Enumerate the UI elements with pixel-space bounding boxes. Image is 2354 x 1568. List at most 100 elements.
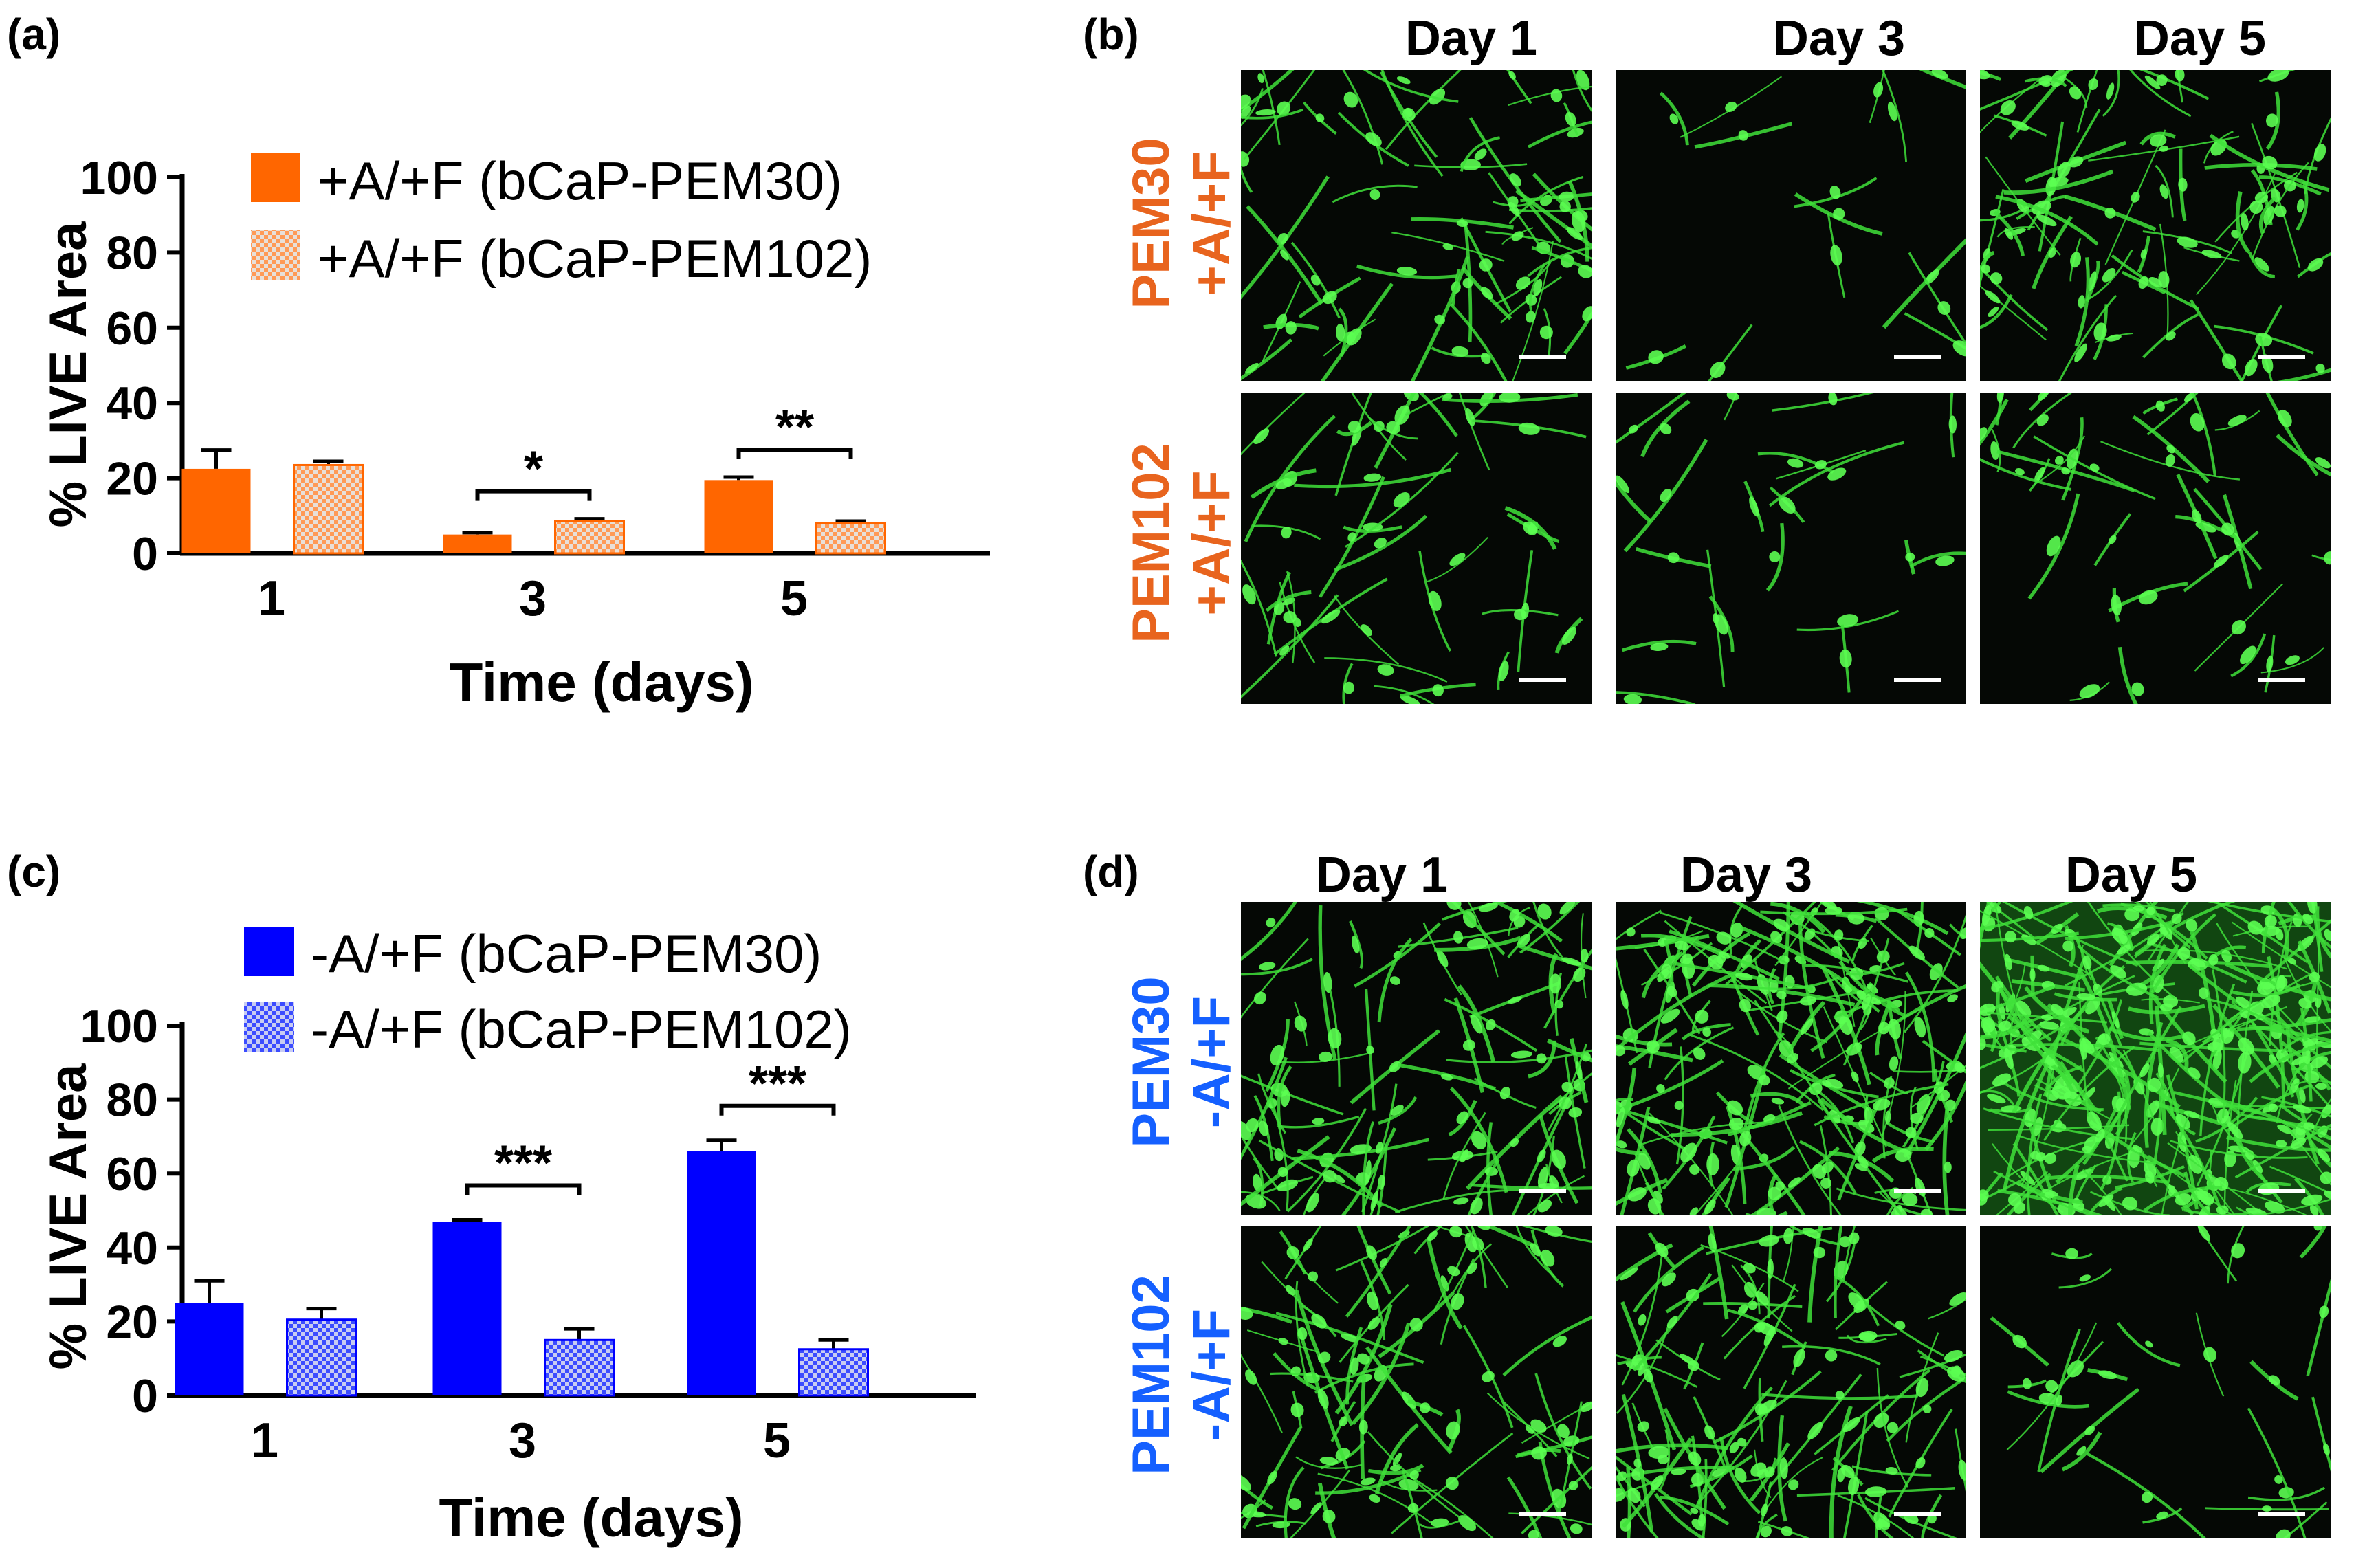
- cell-cluster: [1241, 393, 1587, 704]
- y-tick-label: 80: [106, 1074, 158, 1127]
- panel-label-c: (c): [7, 847, 60, 896]
- scale-bar: [1519, 1512, 1566, 1516]
- row-label-pem30: PEM30 +A/+F: [1122, 137, 1241, 309]
- y-tick-label: 20: [106, 453, 158, 505]
- y-tick-label: 80: [106, 227, 158, 279]
- scale-bar: [1519, 355, 1566, 359]
- y-tick-label: 60: [106, 1148, 158, 1200]
- scale-bar: [2258, 1512, 2305, 1516]
- micrograph-tile: [1241, 902, 1592, 1215]
- row-label-line1: PEM30: [1122, 976, 1180, 1147]
- bar: [687, 1151, 756, 1395]
- scale-bar: [1894, 678, 1941, 682]
- scale-bar: [1894, 1512, 1941, 1516]
- x-tick-label: 3: [509, 1413, 536, 1468]
- scale-bar: [2258, 1189, 2305, 1193]
- cell-cluster: [1980, 393, 2331, 704]
- significance-bracket: [719, 1103, 836, 1116]
- row-label-line1: PEM102: [1122, 443, 1180, 643]
- y-tick-label: 100: [80, 152, 158, 204]
- row-label-line2: -A/+F: [1182, 996, 1241, 1128]
- significance-bracket: [465, 1183, 582, 1195]
- panel-label-d: (d): [1083, 847, 1139, 896]
- x-tick-label: 5: [763, 1413, 791, 1468]
- scale-bar: [2258, 355, 2305, 359]
- row-label-pem102: PEM102 +A/+F: [1122, 443, 1241, 643]
- cell-cluster: [1241, 902, 1592, 1215]
- legend-label-pem102: -A/+F (bCaP-PEM102): [311, 999, 852, 1059]
- panel-label-b: (b): [1083, 10, 1139, 59]
- significance-bracket: [475, 489, 592, 501]
- scale-bar: [1894, 355, 1941, 359]
- bar: [554, 520, 625, 555]
- micrograph-grid-d: Day 1 Day 3 Day 5 PEM30 -A/+F PEM102 -A/…: [1122, 848, 2331, 1538]
- x-axis-label: Time (days): [449, 652, 754, 713]
- column-header-day3: Day 3: [1680, 848, 1812, 903]
- micrograph-tile: [1616, 1226, 1966, 1538]
- legend-swatch-pem102: [244, 1002, 294, 1052]
- cell-cluster: [1616, 902, 1966, 1215]
- bar: [815, 522, 886, 555]
- row-label-pem102: PEM102 -A/+F: [1122, 1274, 1241, 1475]
- bar-chart-a: % LIVE Area Time (days) +A/+F (bCaP-PEM3…: [39, 151, 990, 713]
- bar: [175, 1303, 244, 1395]
- bar: [544, 1338, 615, 1397]
- panel-label-a: (a): [7, 10, 60, 59]
- significance-label: **: [776, 400, 814, 455]
- legend-label-pem102: +A/+F (bCaP-PEM102): [318, 228, 872, 289]
- row-label-line1: PEM102: [1122, 1274, 1180, 1475]
- bar: [443, 534, 512, 553]
- legend: +A/+F (bCaP-PEM30) +A/+F (bCaP-PEM102): [251, 151, 872, 289]
- cell-cluster: [1241, 1226, 1592, 1538]
- cell-cluster: [1616, 393, 1966, 704]
- micrograph-tile: [1616, 393, 1966, 704]
- micrograph-tile: [1980, 1226, 2331, 1538]
- legend: -A/+F (bCaP-PEM30) -A/+F (bCaP-PEM102): [244, 923, 852, 1059]
- bar: [182, 468, 251, 553]
- cell-cluster: [1616, 1226, 1966, 1538]
- y-tick-label: 40: [106, 1222, 158, 1274]
- row-label-line2: +A/+F: [1182, 151, 1241, 296]
- significance-label: ***: [494, 1136, 552, 1191]
- column-header-day1: Day 1: [1405, 11, 1537, 66]
- scale-bar: [2258, 678, 2305, 682]
- row-label-line2: -A/+F: [1182, 1309, 1241, 1441]
- y-tick-label: 60: [106, 302, 158, 355]
- bar: [293, 463, 364, 555]
- micrograph-grid-b: Day 1 Day 3 Day 5 PEM30 +A/+F PEM102 +A/…: [1122, 11, 2331, 704]
- y-tick-label: 100: [80, 1000, 158, 1052]
- x-tick-label: 3: [519, 571, 547, 626]
- bar: [432, 1222, 502, 1395]
- row-label-line2: +A/+F: [1182, 470, 1241, 615]
- column-header-day3: Day 3: [1773, 11, 1905, 66]
- legend-label-pem30: -A/+F (bCaP-PEM30): [311, 923, 822, 984]
- y-tick-label: 20: [106, 1296, 158, 1348]
- micrograph-tile: [1241, 393, 1592, 704]
- micrograph-tile: [1980, 902, 2331, 1215]
- micrograph-tile: [1616, 70, 1966, 381]
- column-header-day5: Day 5: [2134, 11, 2266, 66]
- y-tick-label: 0: [132, 528, 158, 580]
- bar: [286, 1318, 357, 1397]
- micrograph-tile: [1241, 1226, 1592, 1538]
- bar-chart-c: % LIVE Area Time (days) -A/+F (bCaP-PEM3…: [39, 923, 976, 1548]
- significance-label: *: [524, 442, 543, 497]
- legend-swatch-pem30: [244, 927, 294, 976]
- cell-cluster: [1980, 902, 2331, 1215]
- micrograph-tile: [1241, 70, 1592, 381]
- bar: [704, 480, 773, 553]
- micrograph-tile: [1616, 902, 1966, 1215]
- legend-swatch-pem30: [251, 153, 300, 202]
- cell-cluster: [1241, 70, 1592, 381]
- scale-bar: [1519, 1189, 1566, 1193]
- cell-cluster: [1625, 70, 1966, 381]
- scale-bar: [1519, 678, 1566, 682]
- cell-cluster: [1990, 1226, 2331, 1538]
- y-axis-label: % LIVE Area: [39, 1063, 98, 1370]
- row-label-pem30: PEM30 -A/+F: [1122, 976, 1241, 1147]
- significance-bracket: [736, 447, 853, 459]
- significance-label: ***: [749, 1057, 806, 1112]
- y-tick-label: 40: [106, 377, 158, 430]
- y-axis-label: % LIVE Area: [39, 221, 98, 528]
